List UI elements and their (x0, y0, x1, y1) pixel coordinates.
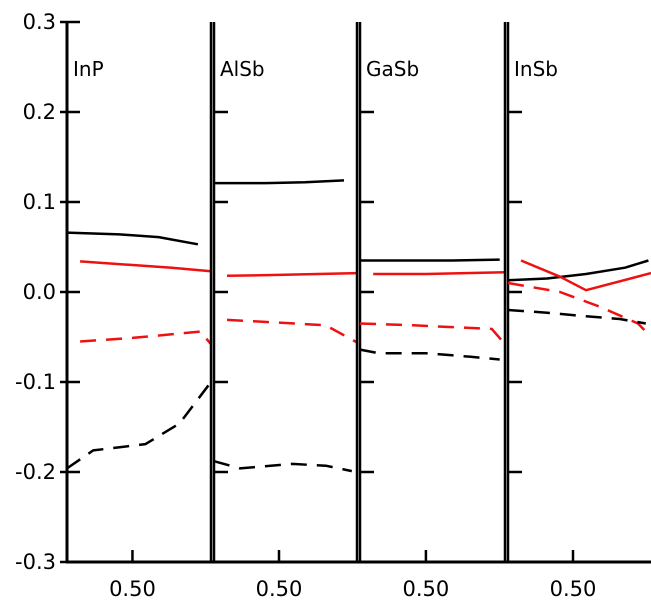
axes: 0.3 0.2 0.1 0.0 -0.1 -0.2 -0.3 (15, 10, 651, 574)
series-red-solid (520, 259, 651, 292)
series-black-dashed (359, 348, 500, 361)
series-red-dashed (359, 322, 506, 346)
panel-label: AlSb (220, 57, 265, 81)
series-red-solid (226, 271, 358, 278)
x-tick-label: 0.50 (109, 577, 156, 601)
panel-label: InSb (514, 57, 558, 81)
series-red-solid (373, 270, 506, 276)
series-black-dashed (213, 459, 353, 473)
y-tick-label: 0.0 (23, 280, 56, 304)
panel-alsb: AlSb 0.50 (209, 22, 358, 601)
series-black-solid (214, 179, 345, 185)
series-black-solid (507, 259, 649, 282)
panel-insb: InSb 0.50 (503, 22, 651, 601)
series-black-solid (360, 258, 500, 262)
y-tick-label: 0.3 (23, 10, 56, 34)
series-red-dashed (80, 330, 212, 346)
y-tick-label: -0.2 (15, 460, 56, 484)
y-tick-label: 0.2 (23, 100, 56, 124)
y-tick-label: 0.1 (23, 190, 56, 214)
panel-gasb: GaSb 0.50 (355, 22, 506, 601)
series-red-solid (80, 260, 212, 273)
series-black-dashed (507, 308, 647, 325)
series-red-dashed (226, 318, 358, 344)
series-red-dashed (507, 281, 651, 338)
panel-label: GaSb (366, 57, 419, 81)
x-tick-label: 0.50 (403, 577, 450, 601)
x-tick-label: 0.50 (550, 577, 597, 601)
panel-inp: InP 0.50 (66, 57, 212, 601)
series-black-solid (66, 231, 199, 246)
y-tick-label: -0.3 (15, 550, 56, 574)
series-black-dashed (66, 381, 212, 470)
panel-label: InP (73, 57, 104, 81)
y-tick-label: -0.1 (15, 370, 56, 394)
x-tick-label: 0.50 (256, 577, 303, 601)
panels: InP 0.50 AlSb 0.50 GaSb 0.50 InSb 0.50 (66, 22, 651, 601)
